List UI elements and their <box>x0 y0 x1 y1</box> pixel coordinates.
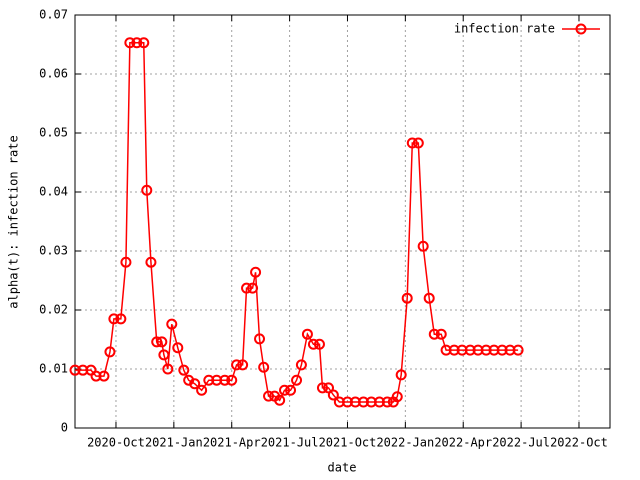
point <box>285 384 297 396</box>
point <box>313 338 325 350</box>
x-tick-label: 2021-Jan <box>145 436 203 450</box>
point <box>254 333 266 345</box>
point <box>115 313 127 325</box>
point <box>423 292 435 304</box>
plot-border <box>74 14 611 429</box>
point <box>247 282 259 294</box>
point <box>496 344 508 356</box>
x-tick-label: 2022-Jan <box>376 436 434 450</box>
y-tick-label: 0.02 <box>39 303 68 317</box>
point <box>401 292 413 304</box>
point <box>291 374 303 386</box>
point <box>104 346 116 358</box>
y-tick-label: 0.06 <box>39 67 68 81</box>
point <box>138 37 150 49</box>
point <box>203 374 215 386</box>
y-tick-label: 0.01 <box>39 362 68 376</box>
point <box>295 359 307 371</box>
point <box>90 370 102 382</box>
y-tick-label: 0.05 <box>39 126 68 140</box>
point <box>301 328 313 340</box>
x-tick-label: 2021-Jul <box>261 436 319 450</box>
point <box>341 396 353 408</box>
point <box>381 396 393 408</box>
point <box>141 184 153 196</box>
point <box>357 396 369 408</box>
point <box>448 344 460 356</box>
point <box>406 137 418 149</box>
point <box>279 384 291 396</box>
point <box>258 361 270 373</box>
point <box>145 256 157 268</box>
point <box>166 318 178 330</box>
point <box>263 390 275 402</box>
point <box>196 384 208 396</box>
point <box>395 369 407 381</box>
x-tick-label: 2020-Oct <box>87 436 145 450</box>
y-axis-label: alpha(t): infection rate <box>7 135 21 308</box>
point <box>189 378 201 390</box>
legend-label: infection rate <box>454 22 555 36</box>
point <box>98 370 110 382</box>
point <box>131 37 143 49</box>
point <box>108 313 120 325</box>
point <box>124 37 136 49</box>
point <box>219 374 231 386</box>
point <box>158 349 170 361</box>
point <box>241 282 253 294</box>
point <box>237 359 249 371</box>
point <box>480 344 492 356</box>
point <box>172 342 184 354</box>
point <box>151 336 163 348</box>
point <box>373 396 385 408</box>
legend-point <box>575 23 587 35</box>
point <box>178 364 190 376</box>
point <box>412 137 424 149</box>
x-axis-label: date <box>328 461 357 475</box>
point <box>391 391 403 403</box>
point <box>162 363 174 375</box>
point <box>250 266 262 278</box>
line <box>75 41 519 403</box>
point <box>316 382 328 394</box>
y-tick-label: 0.03 <box>39 244 68 258</box>
point <box>226 374 238 386</box>
point <box>327 389 339 401</box>
point <box>435 328 447 340</box>
point <box>307 338 319 350</box>
point <box>274 394 286 406</box>
point <box>428 328 440 340</box>
x-tick-label: 2021-Apr <box>203 436 261 450</box>
x-tick-label: 2022-Apr <box>434 436 492 450</box>
point <box>322 382 334 394</box>
y-tick-label: 0 <box>61 421 68 435</box>
point <box>512 344 524 356</box>
y-tick-label: 0.07 <box>39 8 68 22</box>
point <box>69 364 81 376</box>
point <box>464 344 476 356</box>
x-tick-label: 2022-Jul <box>492 436 550 450</box>
point <box>156 336 168 348</box>
point <box>417 240 429 252</box>
point <box>120 256 132 268</box>
x-tick-label: 2022-Oct <box>550 436 608 450</box>
y-tick-label: 0.04 <box>39 185 68 199</box>
point <box>231 359 243 371</box>
x-tick-label: 2021-Oct <box>319 436 377 450</box>
